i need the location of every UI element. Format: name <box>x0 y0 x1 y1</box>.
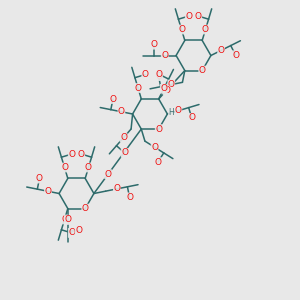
Text: O: O <box>126 193 133 202</box>
Text: O: O <box>185 12 192 21</box>
Text: O: O <box>175 106 182 115</box>
Text: O: O <box>154 158 161 166</box>
Text: O: O <box>110 94 116 103</box>
Text: O: O <box>61 215 68 224</box>
Text: H: H <box>168 108 174 117</box>
Text: O: O <box>64 215 71 224</box>
Text: O: O <box>36 174 43 183</box>
Text: O: O <box>134 83 142 92</box>
Text: O: O <box>155 124 162 134</box>
Text: O: O <box>155 72 162 81</box>
Text: O: O <box>113 184 120 194</box>
Text: O: O <box>68 228 75 237</box>
Text: O: O <box>161 51 168 60</box>
Text: O: O <box>121 148 128 157</box>
Text: O: O <box>82 204 89 213</box>
Text: O: O <box>142 70 149 79</box>
Text: O: O <box>178 25 185 34</box>
Text: O: O <box>199 66 206 75</box>
Text: O: O <box>232 51 239 60</box>
Text: O: O <box>118 107 125 116</box>
Text: O: O <box>44 187 51 196</box>
Text: O: O <box>120 133 127 142</box>
Text: O: O <box>151 143 158 152</box>
Text: O: O <box>155 70 163 79</box>
Text: O: O <box>75 226 82 235</box>
Text: O: O <box>150 40 158 49</box>
Text: O: O <box>105 170 112 179</box>
Text: O: O <box>202 25 209 34</box>
Text: O: O <box>195 12 202 21</box>
Text: O: O <box>61 163 68 172</box>
Text: O: O <box>85 163 92 172</box>
Text: O: O <box>168 80 175 89</box>
Text: O: O <box>160 84 167 93</box>
Text: O: O <box>163 86 170 95</box>
Text: O: O <box>218 46 225 55</box>
Text: O: O <box>188 113 195 122</box>
Text: O: O <box>78 150 85 159</box>
Text: O: O <box>68 150 75 159</box>
